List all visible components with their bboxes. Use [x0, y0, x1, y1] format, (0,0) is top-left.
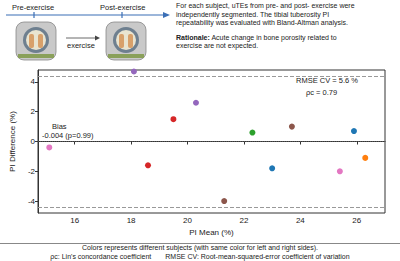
html-text:For each subject, uTEs from pr: For each subject, uTEs from pre- and pos…: [176, 2, 355, 9]
html-text:repeatability was evaluated wi: repeatability was evaluated with Bland-A…: [176, 19, 348, 27]
svg-text:16: 16: [70, 216, 79, 225]
svg-text:exercise: exercise: [67, 41, 95, 50]
svg-text:Post-exercise: Post-exercise: [100, 3, 145, 12]
html-text:RMSE CV: Root-mean-squared-err: RMSE CV: Root-mean-squared-error coeffic…: [165, 252, 350, 260]
html-text:independently segmented. The t: independently segmented. The tibial tube…: [176, 10, 330, 18]
html-text:Rationale: Acute change in bon: Rationale: Acute change in bone porosity…: [176, 33, 337, 41]
html-text:ρc: Lin's concordance coeffici: ρc: Lin's concordance coefficient: [50, 252, 152, 260]
svg-text:24: 24: [296, 216, 305, 225]
svg-text:-2: -2: [28, 167, 36, 176]
svg-text:PI Difference (%): PI Difference (%): [8, 111, 17, 172]
svg-text:22: 22: [239, 216, 248, 225]
svg-text:4: 4: [31, 77, 36, 86]
svg-text:26: 26: [352, 216, 361, 225]
svg-text:18: 18: [127, 216, 136, 225]
svg-text:RMSE CV = 5.6 %: RMSE CV = 5.6 %: [296, 75, 358, 85]
svg-text:Bias: Bias: [52, 122, 67, 131]
svg-text:20: 20: [183, 216, 192, 225]
svg-text:ρc = 0.79: ρc = 0.79: [306, 88, 337, 97]
svg-text:-4: -4: [28, 197, 36, 206]
svg-text:2: 2: [31, 107, 36, 116]
html-text:exercise are not expected.: exercise are not expected.: [176, 42, 259, 50]
svg-text:Pre-exercise: Pre-exercise: [12, 3, 54, 12]
svg-text:0: 0: [31, 137, 36, 146]
svg-text:-0.004 (p=0.99): -0.004 (p=0.99): [42, 131, 94, 140]
html-text:Colors represents different su: Colors represents different subjects (wi…: [82, 244, 318, 251]
svg-text:PI Mean (%): PI Mean (%): [189, 228, 234, 237]
